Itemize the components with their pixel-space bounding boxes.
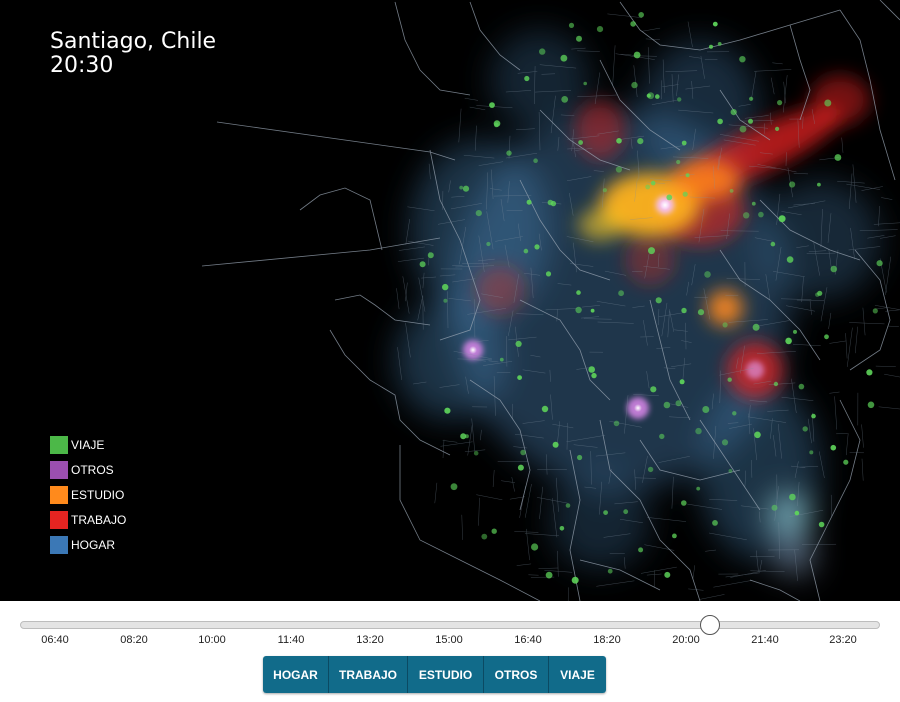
- time-tick: 18:20: [593, 634, 621, 646]
- city-label: Santiago, Chile: [50, 29, 217, 54]
- legend-label: ESTUDIO: [71, 487, 125, 502]
- time-tick: 15:00: [435, 634, 463, 646]
- legend-swatch-estudio: [50, 485, 68, 504]
- legend-item-hogar: HOGAR: [50, 532, 126, 557]
- map-title: Santiago, Chile 20:30: [50, 30, 216, 78]
- legend-label: TRABAJO: [71, 512, 127, 527]
- time-tick: 08:20: [120, 634, 148, 646]
- legend-swatch-hogar: [50, 535, 68, 554]
- time-tick: 06:40: [41, 634, 69, 646]
- otros-button[interactable]: OTROS: [484, 656, 549, 693]
- map-canvas: [201, 0, 900, 601]
- legend-item-otros: OTROS: [50, 457, 126, 482]
- legend-item-viaje: VIAJE: [50, 432, 126, 457]
- legend-label: OTROS: [71, 462, 114, 477]
- legend: VIAJE OTROS ESTUDIO TRABAJO HOGAR: [50, 432, 126, 557]
- heatmap-map[interactable]: Santiago, Chile 20:30 VIAJE OTROS ESTUDI…: [0, 0, 900, 601]
- viaje-button[interactable]: VIAJE: [549, 656, 606, 693]
- time-controls: 06:40 08:20 10:00 11:40 13:20 15:00 16:4…: [0, 601, 900, 702]
- time-tick: 13:20: [356, 634, 384, 646]
- time-tick-labels: 06:40 08:20 10:00 11:40 13:20 15:00 16:4…: [0, 634, 900, 650]
- legend-label: VIAJE: [71, 437, 105, 452]
- estudio-button[interactable]: ESTUDIO: [408, 656, 484, 693]
- estudio-density-layer: [578, 160, 743, 326]
- viaje-points: [419, 12, 883, 584]
- legend-item-trabajo: TRABAJO: [50, 507, 126, 532]
- time-tick: 16:40: [514, 634, 542, 646]
- time-tick: 21:40: [751, 634, 779, 646]
- trabajo-button[interactable]: TRABAJO: [329, 656, 408, 693]
- time-tick: 10:00: [198, 634, 226, 646]
- time-label: 20:30: [50, 53, 114, 78]
- legend-swatch-trabajo: [50, 510, 68, 529]
- legend-label: HOGAR: [71, 537, 116, 552]
- zone-boundaries: [201, 0, 900, 601]
- legend-item-estudio: ESTUDIO: [50, 482, 126, 507]
- legend-swatch-viaje: [50, 435, 68, 454]
- time-slider-handle[interactable]: [700, 615, 720, 635]
- category-toggle-group: HOGAR TRABAJO ESTUDIO OTROS VIAJE: [263, 656, 606, 693]
- legend-swatch-otros: [50, 460, 68, 479]
- time-tick: 23:20: [829, 634, 857, 646]
- time-tick: 11:40: [277, 634, 305, 646]
- time-slider-track[interactable]: [20, 621, 880, 629]
- hogar-button[interactable]: HOGAR: [263, 656, 329, 693]
- time-tick: 20:00: [672, 634, 700, 646]
